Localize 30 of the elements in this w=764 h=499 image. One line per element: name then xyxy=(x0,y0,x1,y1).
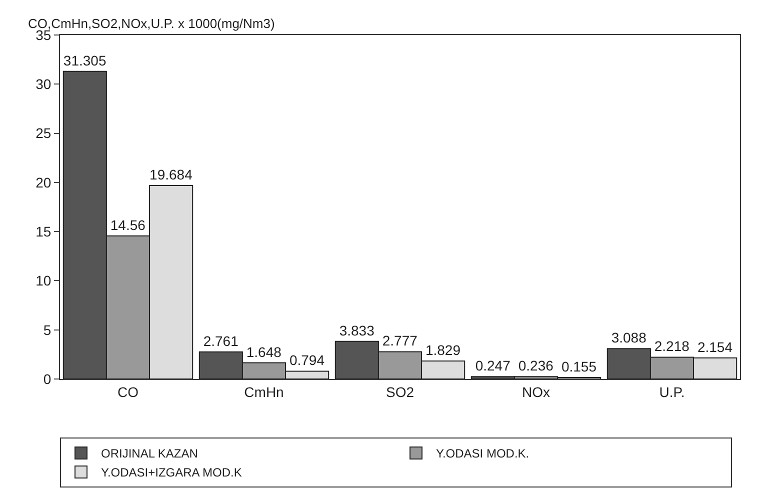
data-label: 2.761 xyxy=(203,332,239,349)
x-tick-label: SO2 xyxy=(386,384,414,400)
y-tick-label: 20 xyxy=(36,174,52,190)
data-label: 19.684 xyxy=(150,166,193,183)
legend-label: Y.ODASI+IZGARA MOD.K xyxy=(101,466,242,480)
x-tick-label: CO xyxy=(118,384,139,400)
x-tick-label: CmHn xyxy=(244,384,284,400)
y-tick-label: 25 xyxy=(36,125,52,142)
legend-label: Y.ODASI MOD.K. xyxy=(436,446,530,461)
x-tick-label: NOx xyxy=(522,384,550,400)
data-label: 31.305 xyxy=(63,52,106,68)
legend-label: ORIJINAL KAZAN xyxy=(101,446,198,461)
data-label: 2.154 xyxy=(697,338,733,355)
y-tick-label: 30 xyxy=(36,76,52,92)
x-tick-label: U.P. xyxy=(659,384,685,400)
y-tick-label: 15 xyxy=(36,223,52,240)
data-label: 3.833 xyxy=(339,322,375,338)
data-label: 0.247 xyxy=(475,358,511,374)
data-label: 3.088 xyxy=(611,330,647,346)
data-label: 0.155 xyxy=(561,358,597,374)
data-label: 1.829 xyxy=(425,342,461,358)
data-label: 2.777 xyxy=(382,332,418,349)
data-label: 0.236 xyxy=(518,358,554,374)
data-label: 14.56 xyxy=(110,216,146,233)
data-label: 2.218 xyxy=(654,338,690,354)
y-tick-label: 0 xyxy=(43,370,52,387)
data-label: 1.648 xyxy=(246,344,282,360)
y-tick-label: 5 xyxy=(43,322,52,338)
y-tick-label: 10 xyxy=(36,272,52,289)
data-label: 0.794 xyxy=(289,352,325,368)
